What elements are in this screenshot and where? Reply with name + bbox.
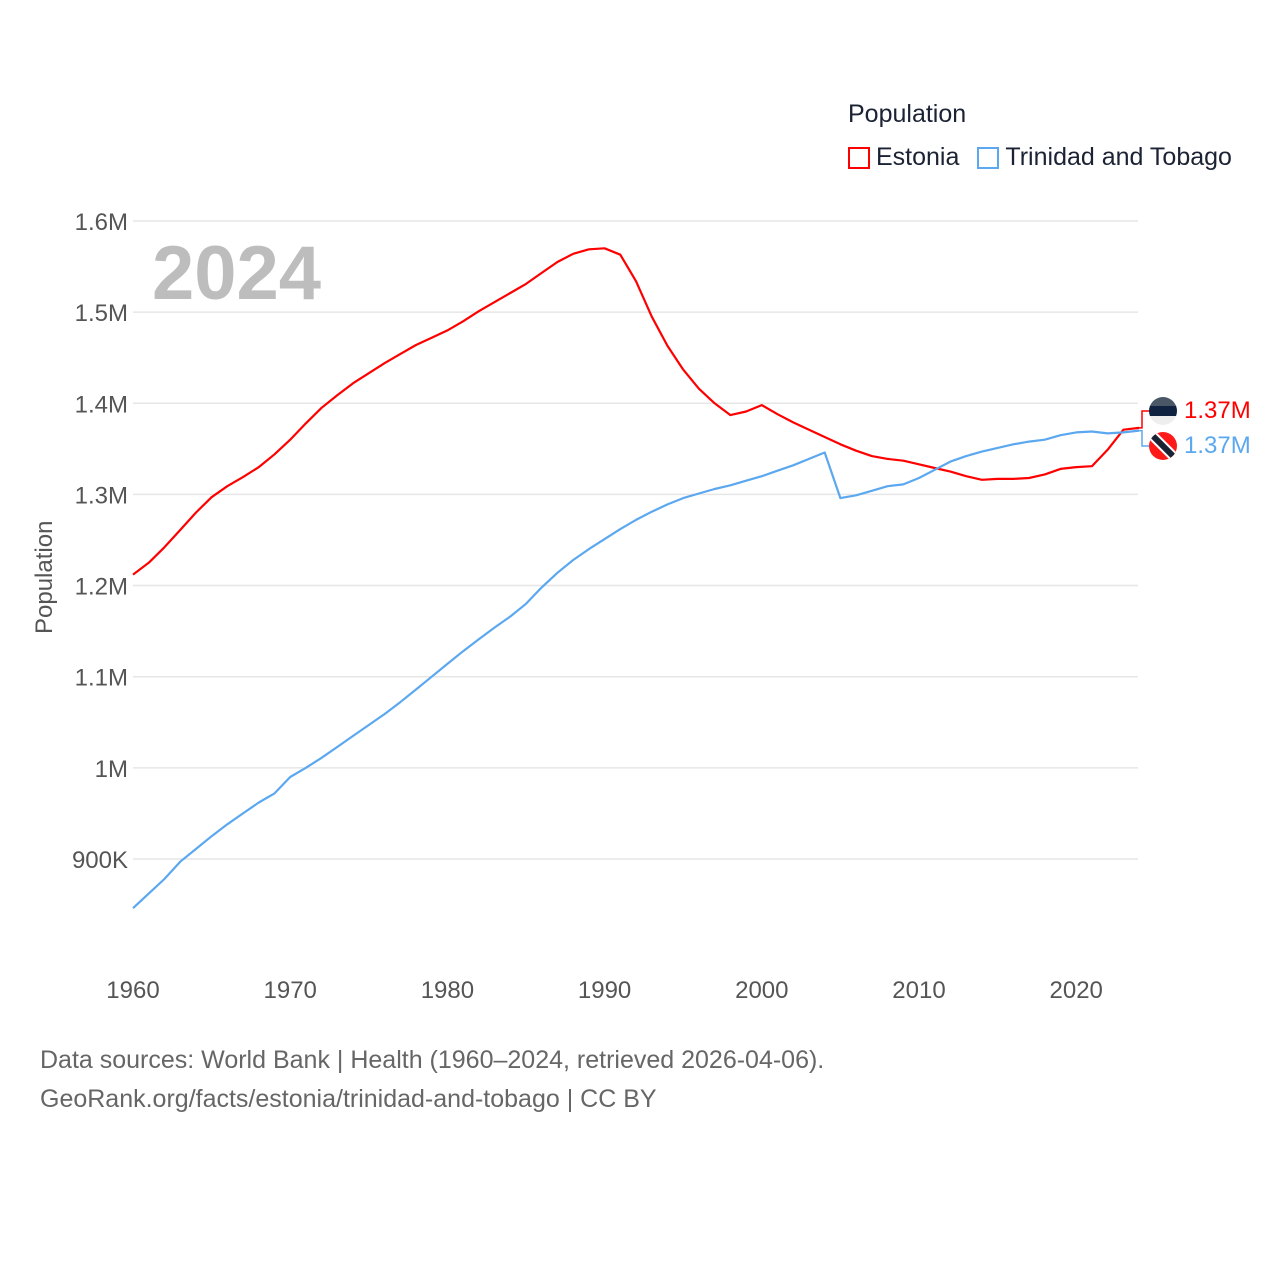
x-tick-label: 2000	[735, 977, 788, 1004]
y-tick-label: 1M	[95, 756, 128, 783]
legend: Estonia Trinidad and Tobago	[848, 143, 1250, 172]
y-tick-label: 1.5M	[75, 300, 128, 327]
y-tick-label: 1.6M	[75, 209, 128, 236]
footer-sources: Data sources: World Bank | Health (1960–…	[40, 1046, 825, 1074]
legend-swatch-trinidad	[977, 146, 1000, 169]
y-tick-label: 1.4M	[75, 391, 128, 418]
x-tick-label: 2020	[1050, 977, 1103, 1004]
legend-title: Population	[848, 100, 967, 128]
legend-item-estonia[interactable]: Estonia	[848, 143, 959, 172]
end-label-trinidad: 1.37M	[1184, 432, 1251, 459]
trinidad-flag-icon	[1149, 432, 1177, 460]
estonia-flag-icon	[1149, 397, 1177, 425]
y-tick-label: 1.2M	[75, 574, 128, 601]
x-tick-label: 1970	[264, 977, 317, 1004]
x-tick-label: 1960	[106, 977, 159, 1004]
x-tick-label: 1990	[578, 977, 631, 1004]
legend-label: Estonia	[876, 143, 960, 171]
y-tick-label: 1.1M	[75, 665, 128, 692]
series-line-estonia	[132, 247, 1140, 576]
x-tick-label: 2010	[892, 977, 945, 1004]
legend-item-trinidad[interactable]: Trinidad and Tobago	[977, 143, 1232, 172]
series-line-trinidad	[132, 429, 1140, 910]
connector-trinidad	[1138, 429, 1150, 447]
y-axis-label: Population	[31, 520, 58, 634]
y-tick-label: 900K	[72, 847, 128, 874]
legend-label: Trinidad and Tobago	[1005, 143, 1232, 171]
year-label: 2024	[152, 231, 322, 316]
connector-estonia	[1138, 410, 1150, 429]
x-tick-label: 1980	[421, 977, 474, 1004]
footer-link[interactable]: GeoRank.org/facts/estonia/trinidad-and-t…	[40, 1085, 657, 1113]
end-label-estonia: 1.37M	[1184, 397, 1251, 424]
legend-swatch-estonia	[848, 146, 870, 169]
y-tick-label: 1.3M	[75, 482, 128, 509]
